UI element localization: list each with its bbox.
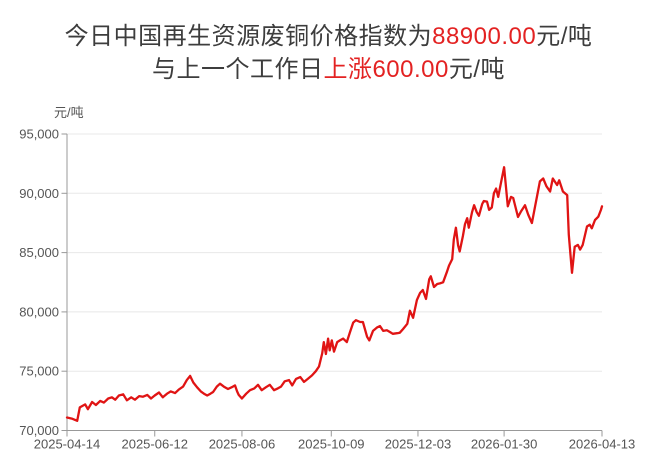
x-tick-label: 2025-04-14 xyxy=(34,437,101,452)
x-tick-label: 2026-01-30 xyxy=(471,437,538,452)
y-tick-label: 75,000 xyxy=(19,364,59,379)
x-tick-label: 2025-12-03 xyxy=(385,437,452,452)
price-line-series xyxy=(65,166,604,422)
title-line2-prefix: 与上一个工作日 xyxy=(151,56,324,83)
title-line-1: 今日中国再生资源废铜价格指数为88900.00元/吨 xyxy=(0,20,657,53)
x-tick-label: 2026-04-13 xyxy=(569,437,636,452)
y-tick-label: 80,000 xyxy=(19,304,59,319)
y-tick-label: 95,000 xyxy=(19,127,59,142)
title-line2-unit: 元/吨 xyxy=(448,56,506,83)
title-line1-unit: 元/吨 xyxy=(536,23,593,50)
title-line-2: 与上一个工作日上涨600.00元/吨 xyxy=(0,53,657,86)
x-tick-label: 2025-10-09 xyxy=(298,437,365,452)
price-index-value: 88900.00 xyxy=(432,23,537,50)
page-title: 今日中国再生资源废铜价格指数为88900.00元/吨 与上一个工作日上涨600.… xyxy=(0,0,657,86)
y-tick-label: 90,000 xyxy=(19,186,59,201)
y-tick-label: 70,000 xyxy=(19,423,59,438)
x-tick-label: 2025-08-06 xyxy=(209,437,276,452)
x-tick-label: 2025-06-12 xyxy=(121,437,188,452)
price-change-value: 上涨600.00 xyxy=(323,56,449,83)
y-tick-label: 85,000 xyxy=(19,245,59,260)
y-axis-unit-label: 元/吨 xyxy=(54,105,84,120)
title-line1-prefix: 今日中国再生资源废铜价格指数为 xyxy=(64,23,433,50)
